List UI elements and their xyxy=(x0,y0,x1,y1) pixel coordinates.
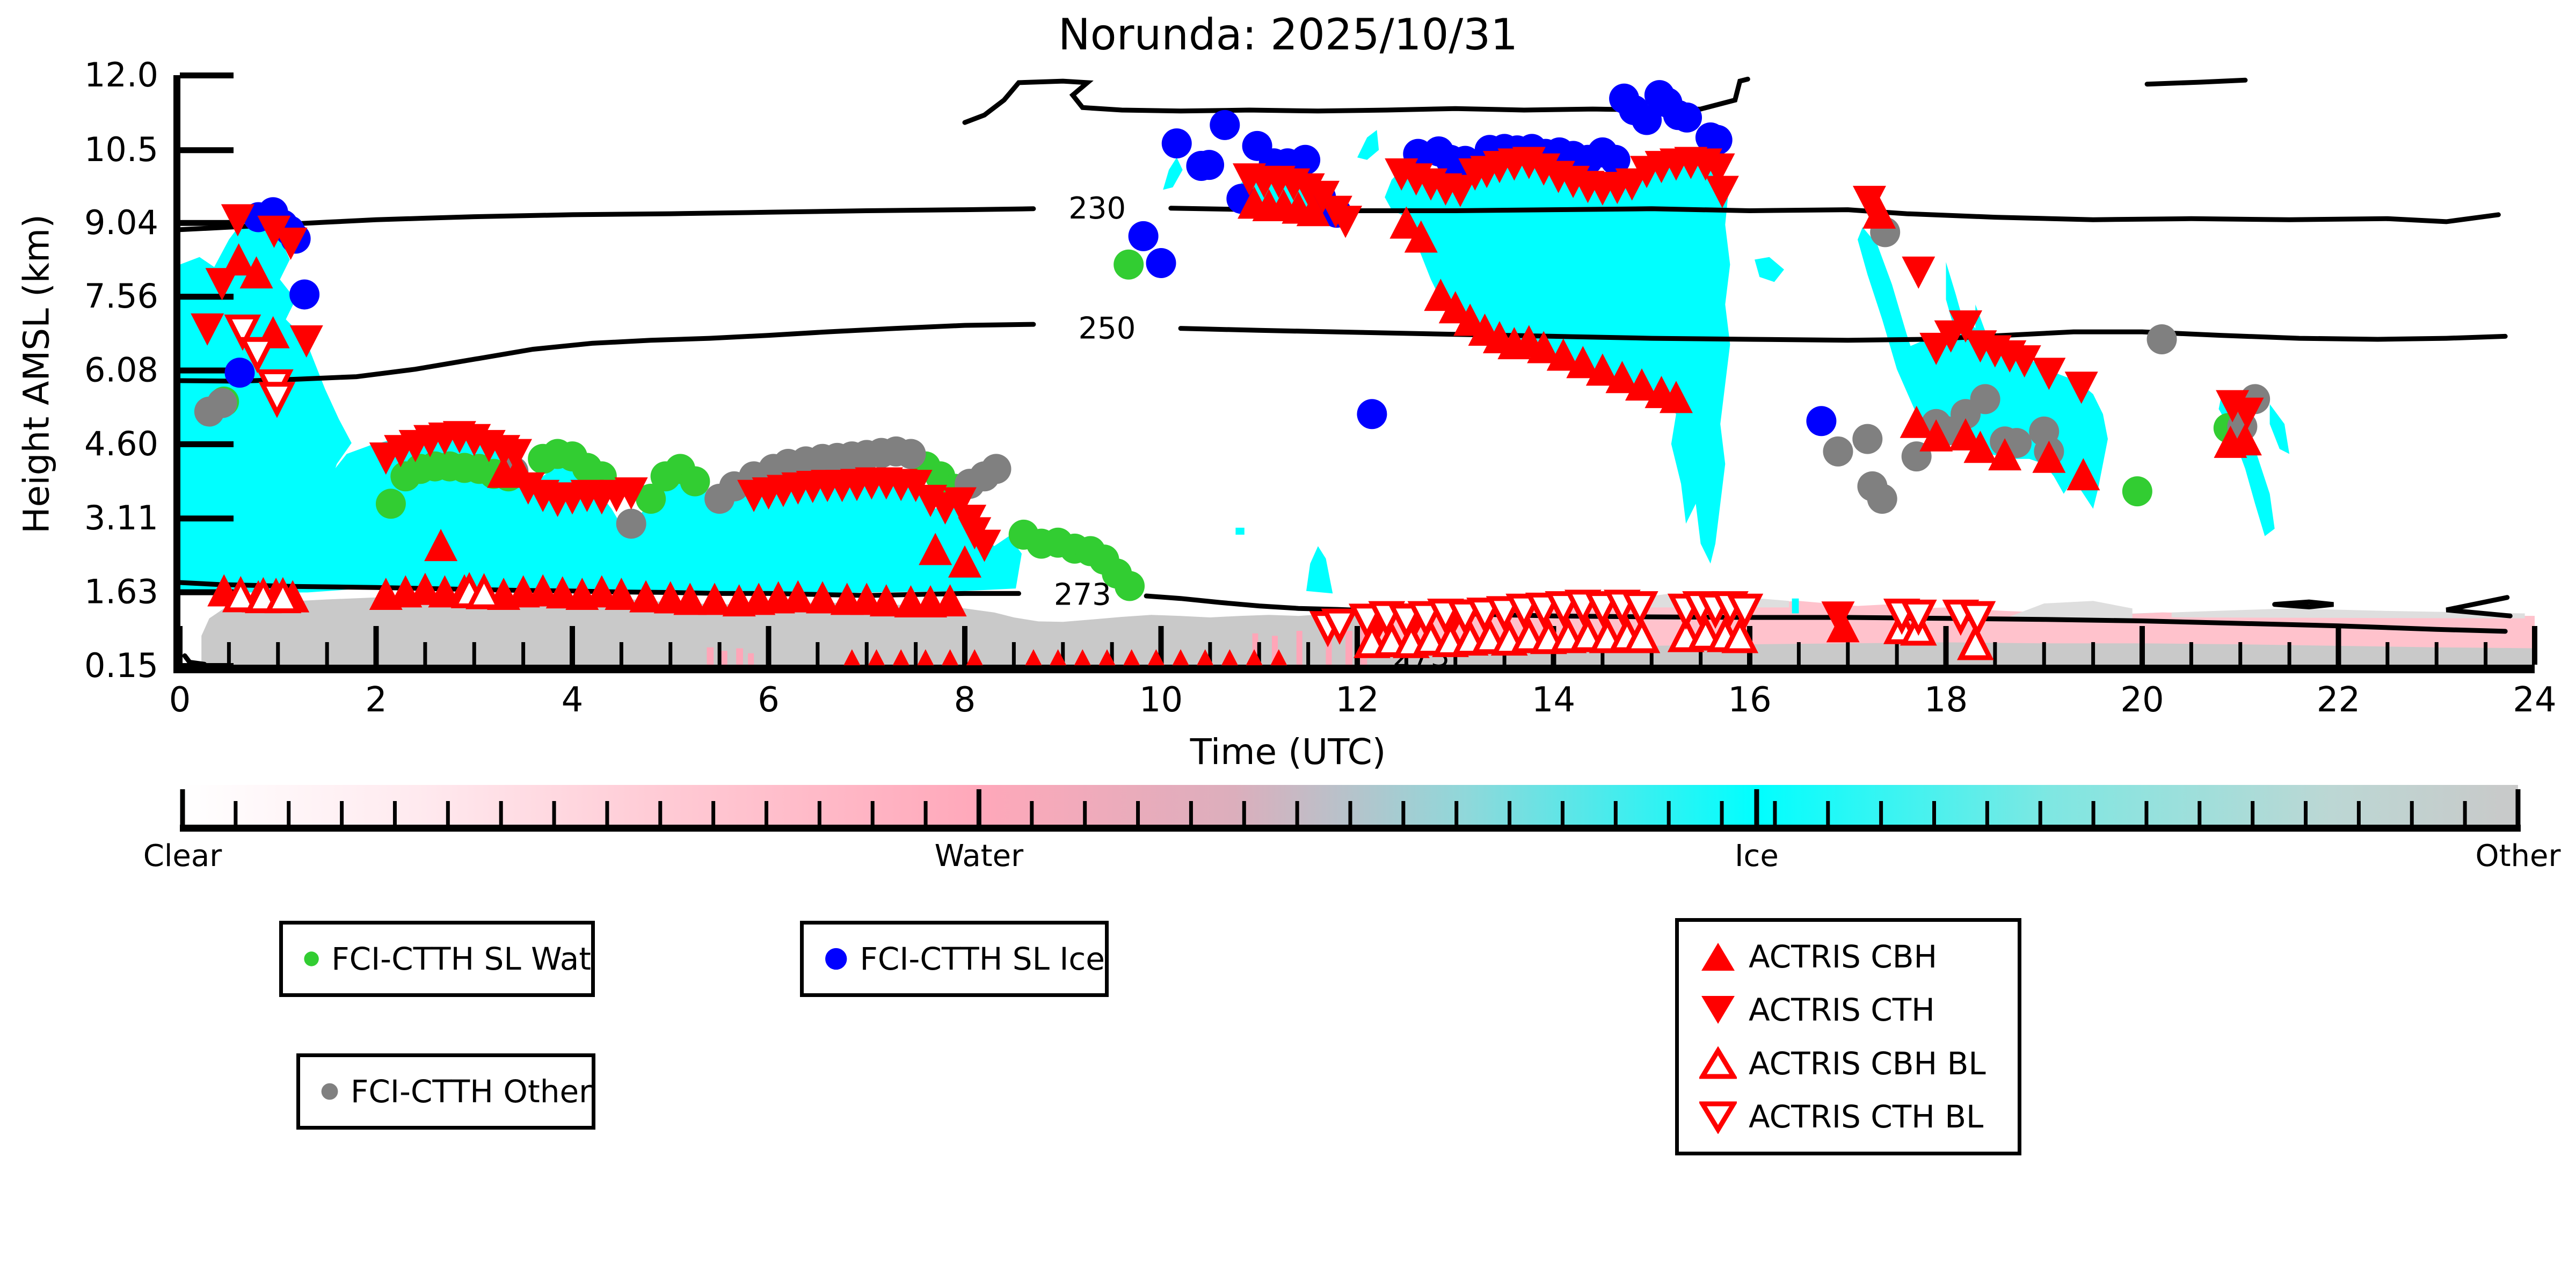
x-tick-label: 4 xyxy=(562,680,584,720)
red-triangle-down-open-icon xyxy=(1699,1101,1737,1134)
legend-fci-ctth-sl-ice: FCI-CTTH SL Ice xyxy=(800,921,1109,997)
legend-label: FCI-CTTH SL Ice xyxy=(860,941,1105,977)
legend-fci-ctth-other: FCI-CTTH Other xyxy=(296,1053,595,1130)
y-tick-label: 0.15 xyxy=(84,646,158,685)
contour-label: 273 xyxy=(1054,577,1111,612)
y-tick-label: 12.0 xyxy=(84,55,158,94)
x-tick-label: 6 xyxy=(758,680,780,720)
x-tick-label: 20 xyxy=(2120,680,2164,720)
y-tick-label: 3.11 xyxy=(84,498,158,537)
colorbar-label-other: Other xyxy=(2475,839,2561,874)
gray-circle-icon xyxy=(321,1083,338,1100)
x-tick-label: 24 xyxy=(2513,680,2556,720)
legend-label: ACTRIS CBH BL xyxy=(1749,1045,1986,1082)
series-actris-cth-bl xyxy=(224,314,1996,647)
legend-label: ACTRIS CBH xyxy=(1749,938,1938,976)
red-triangle-up-open-icon xyxy=(1699,1046,1737,1079)
y-tick-label: 9.04 xyxy=(84,203,158,242)
contour-unlabeled-0 xyxy=(962,76,2248,125)
legend-label: FCI-CTTH Other xyxy=(351,1073,592,1110)
y-tick-label: 1.63 xyxy=(84,572,158,612)
colorbar-axis xyxy=(180,789,2521,832)
colorbar-label-ice: Ice xyxy=(1735,839,1779,874)
y-tick-label: 7.56 xyxy=(84,276,158,316)
y-tick-label: 6.08 xyxy=(84,351,158,390)
x-tick-label: 18 xyxy=(1924,680,1968,720)
x-tick-label: 12 xyxy=(1335,680,1379,720)
contour-label: 230 xyxy=(1068,191,1126,226)
series-actris-cbh-bl xyxy=(222,572,1994,660)
x-tick-label: 10 xyxy=(1139,680,1183,720)
region-ice-clouds xyxy=(180,130,2290,614)
legend-label: FCI-CTTH SL Wat xyxy=(331,941,591,977)
x-tick-label: 8 xyxy=(954,680,976,720)
blue-circle-icon xyxy=(825,948,847,970)
chart-title: Norunda: 2025/10/31 xyxy=(1058,10,1518,60)
x-tick-label: 16 xyxy=(1728,680,1771,720)
red-triangle-down-icon xyxy=(1701,996,1735,1024)
legend-fci-ctth-sl-wat: FCI-CTTH SL Wat xyxy=(279,921,595,997)
x-axis-label: Time (UTC) xyxy=(1190,731,1386,773)
y-tick-label: 4.60 xyxy=(84,424,158,463)
series-actris-cth xyxy=(191,147,2264,643)
axes: 12.010.59.047.566.084.603.111.630.150 2 4 6… xyxy=(84,55,2557,720)
x-tick-label: 14 xyxy=(1532,680,1575,720)
colorbar-label-clear: Clear xyxy=(143,839,222,874)
contour-label: 250 xyxy=(1079,311,1136,346)
series-fci-ctth-other xyxy=(194,217,2271,539)
y-tick-label: 10.5 xyxy=(84,130,158,169)
colorbar-label-water: Water xyxy=(934,839,1024,874)
x-tick-label: 0 xyxy=(169,680,191,720)
legend-actris: ACTRIS CBH ACTRIS CTH ACTRIS CBH BL ACTR… xyxy=(1675,918,2021,1155)
legend-label: ACTRIS CTH xyxy=(1749,992,1935,1029)
x-tick-label: 2 xyxy=(365,680,387,720)
red-triangle-up-icon xyxy=(1701,943,1735,971)
legend-label: ACTRIS CTH BL xyxy=(1749,1098,1984,1135)
green-circle-icon xyxy=(304,951,319,966)
x-tick-label: 22 xyxy=(2317,680,2360,720)
